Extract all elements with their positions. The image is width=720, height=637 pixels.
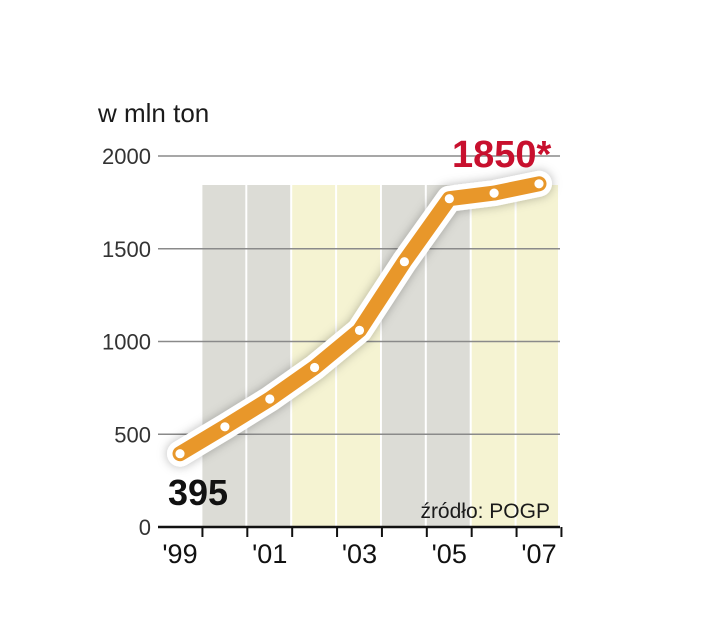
data-line <box>167 170 552 467</box>
x-tick-label: '99 <box>162 539 197 569</box>
data-point <box>220 422 230 432</box>
data-point <box>489 188 499 198</box>
background-band <box>471 185 515 527</box>
end-value-label: 1850* <box>452 134 552 176</box>
data-point <box>444 194 454 204</box>
background-band <box>516 185 558 527</box>
background-band <box>247 185 291 527</box>
data-point <box>399 257 409 267</box>
x-tick-label: '05 <box>432 539 467 569</box>
background-band <box>202 185 246 527</box>
x-axis: '99 '01 '03 '05 '07 <box>158 525 563 569</box>
y-tick-label: 0 <box>139 515 151 540</box>
data-point <box>534 179 544 189</box>
background-bands <box>202 185 558 527</box>
y-axis-label: w mln ton <box>97 98 209 128</box>
data-point <box>265 394 275 404</box>
data-point <box>354 325 365 335</box>
data-point <box>175 449 185 459</box>
x-tick-label: '03 <box>342 539 377 569</box>
source-note: źródło: POGP <box>420 500 550 523</box>
start-value-label: 395 <box>168 472 228 513</box>
data-point <box>310 362 320 373</box>
y-tick-label: 2000 <box>102 144 151 169</box>
y-tick-label: 500 <box>114 422 151 447</box>
x-tick-label: '01 <box>252 539 287 569</box>
y-tick-label: 1000 <box>102 330 151 355</box>
y-tick-label: 1500 <box>102 237 151 262</box>
y-tick-labels: 0 500 1000 1500 2000 <box>102 144 151 540</box>
x-tick-label: '07 <box>521 539 556 569</box>
